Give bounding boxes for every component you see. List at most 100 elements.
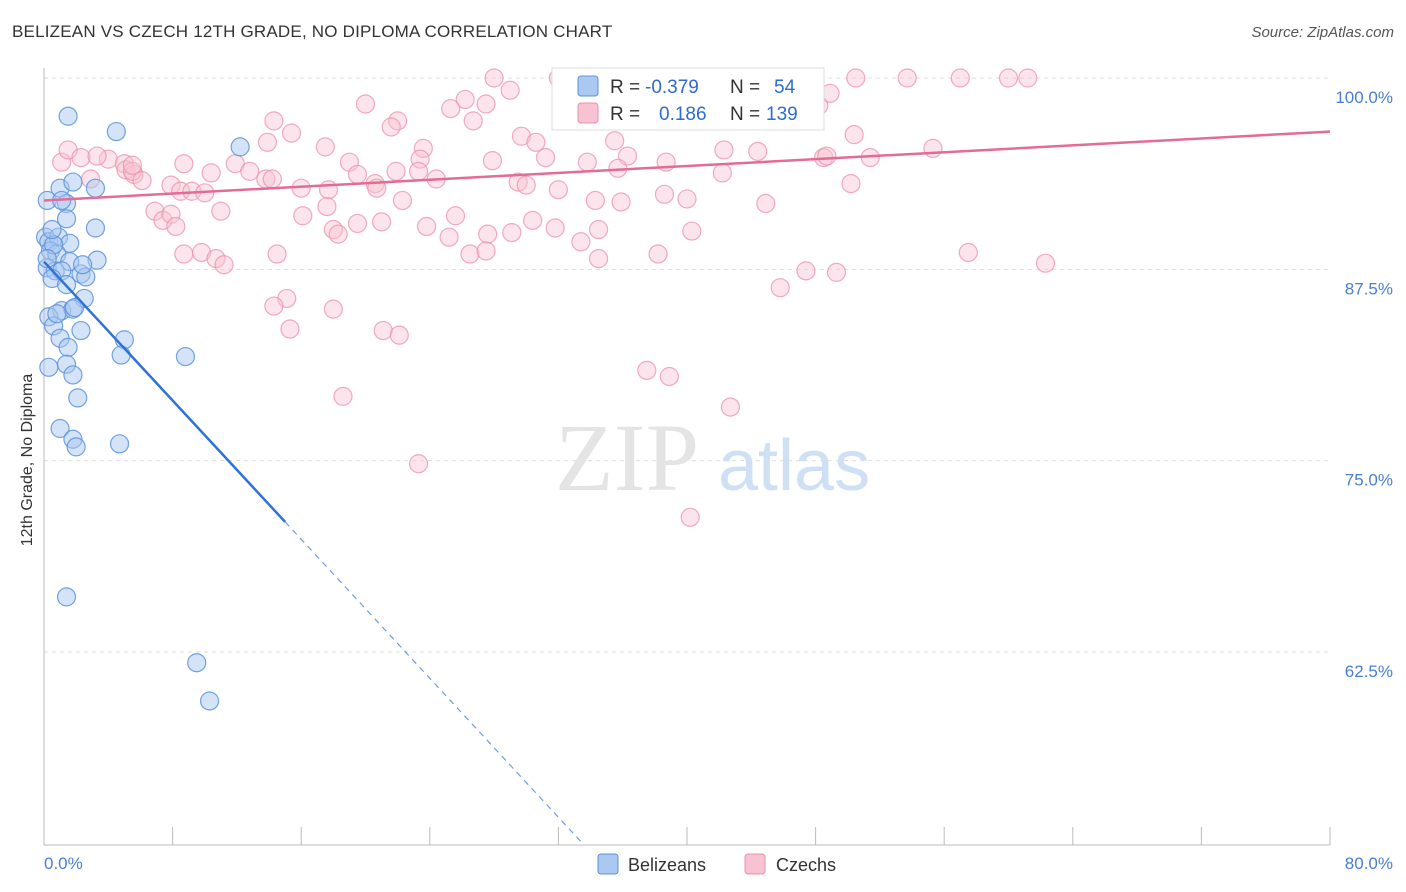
czechs-point (841, 174, 861, 194)
czechs-point (748, 141, 768, 162)
belizeans-point (63, 365, 83, 385)
czechs-point (654, 184, 675, 204)
belizeans-point (72, 255, 93, 275)
belizeans-point (199, 691, 220, 711)
czechs-points (52, 68, 1056, 527)
czechs-point (455, 89, 475, 110)
czechs-point (328, 224, 348, 244)
legend-n-value-2: 139 (766, 104, 798, 125)
watermark-zip: ZIP (555, 404, 699, 511)
stats-legend: R = -0.379 N = 54 R = 0.186 N = 139 (551, 67, 825, 131)
czechs-point (714, 140, 734, 160)
x-tick-label-max: 80.0% (1345, 854, 1393, 873)
czechs-point (1035, 253, 1056, 273)
belizeans-point (37, 249, 57, 269)
belizeans-point (106, 121, 126, 142)
bottom-legend-belizeans: Belizeans (628, 855, 706, 875)
czechs-point (545, 218, 565, 238)
belizeans-point (63, 172, 83, 192)
legend-r-label-1: R = (610, 77, 640, 98)
czechs-point (281, 123, 302, 143)
trend-lines (43, 130, 1331, 844)
belizeans-point (85, 178, 106, 198)
czechs-point (171, 181, 191, 201)
czechs-point (71, 147, 91, 168)
belizeans-point (50, 418, 70, 439)
czechs-point (500, 80, 520, 100)
belizeans-point (66, 437, 86, 457)
czechs-point (611, 192, 631, 212)
czechs-point (52, 152, 72, 172)
czechs-point (605, 131, 625, 151)
czechs-point (317, 196, 337, 217)
czechs-point (87, 146, 107, 166)
czechs-point (347, 164, 368, 185)
czechs-trend-line (43, 130, 1331, 202)
czechs-point (502, 222, 522, 243)
czechs-point (211, 201, 231, 221)
chart-title: BELIZEAN VS CZECH 12TH GRADE, NO DIPLOMA… (12, 22, 613, 41)
czechs-point (585, 190, 605, 211)
belizeans-point (230, 137, 250, 157)
czechs-point (293, 206, 313, 226)
czechs-point (796, 261, 816, 281)
czechs-point (408, 454, 429, 474)
czechs-point (846, 68, 866, 88)
czechs-point (516, 175, 536, 195)
belizeans-point (39, 357, 59, 377)
czechs-point (355, 94, 376, 114)
x-tick-label-min: 0.0% (44, 854, 83, 873)
czechs-point (315, 137, 335, 157)
czechs-point (392, 190, 413, 211)
legend-swatch-belizeans (577, 75, 599, 97)
czechs-point (677, 189, 697, 209)
czechs-point (318, 180, 339, 200)
czechs-point (174, 154, 194, 174)
belizeans-point (58, 106, 78, 126)
czechs-point (526, 132, 546, 152)
czechs-point (257, 132, 278, 152)
legend-n-value-1: 54 (774, 77, 796, 98)
czechs-point (413, 138, 433, 159)
belizeans-point (187, 653, 207, 673)
czechs-point (476, 241, 496, 261)
belizeans-point (56, 587, 77, 607)
bottom-legend-swatch-belizeans (597, 853, 619, 875)
series-legend: Belizeans Czechs (597, 853, 836, 875)
czechs-point (240, 161, 260, 181)
czechs-point (588, 219, 609, 240)
czechs-point (844, 125, 864, 145)
czechs-point (923, 138, 943, 159)
czechs-point (511, 126, 532, 146)
czechs-point (680, 507, 700, 527)
czechs-point (476, 94, 496, 114)
legend-n-label-2: N = (730, 104, 760, 125)
belizeans-point (109, 434, 130, 454)
czechs-point (333, 386, 353, 406)
belizeans-point (85, 218, 106, 238)
czechs-point (482, 151, 503, 171)
czechs-point (588, 249, 609, 269)
czechs-point (770, 278, 790, 298)
czechs-point (410, 149, 430, 169)
czechs-point (386, 161, 406, 181)
czechs-point (132, 170, 152, 191)
czechs-point (826, 262, 847, 282)
czechs-point (262, 169, 282, 189)
czechs-point (373, 320, 393, 341)
watermark: ZIP atlas (555, 404, 870, 511)
belizeans-point (71, 320, 91, 341)
czechs-point (682, 221, 702, 241)
belizeans-trend-extension (284, 521, 583, 844)
czechs-point (897, 68, 917, 88)
czechs-point (998, 68, 1019, 88)
czechs-point (478, 224, 498, 244)
czechs-point (535, 147, 556, 168)
belizeans-point (47, 304, 67, 324)
czechs-point (548, 180, 569, 200)
belizeans-points (36, 106, 250, 711)
belizeans-point (175, 346, 196, 367)
czechs-point (264, 296, 284, 316)
belizeans-trend-line (43, 260, 287, 523)
